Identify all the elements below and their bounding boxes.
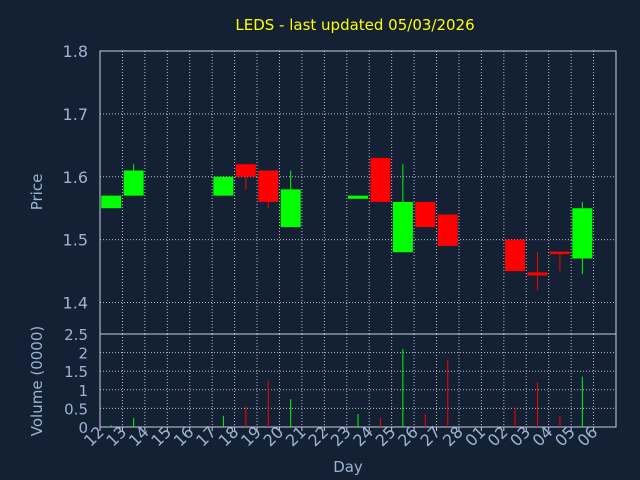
price-axis-label: Price <box>28 174 46 211</box>
volume-tick-label: 2 <box>78 345 88 363</box>
volume-plot-frame <box>99 333 617 428</box>
price-tick-label: 1.5 <box>63 231 88 250</box>
volume-panel: 00.511.522.5 <box>64 326 617 437</box>
candle-body <box>572 208 593 259</box>
price-plot-frame <box>99 50 617 335</box>
volume-tick-label: 0.5 <box>64 400 88 418</box>
volume-axis-label: Volume (0000) <box>28 326 46 436</box>
candle-body <box>348 195 368 199</box>
price-tick-label: 1.7 <box>63 105 88 124</box>
price-tick-label: 1.8 <box>63 42 88 61</box>
candle-body <box>527 272 548 276</box>
candle-body <box>505 239 526 272</box>
x-axis-label: Day <box>333 458 363 476</box>
candle-body <box>213 176 234 196</box>
price-panel: 1.4 1.5 1.6 1.7 1.8 <box>63 42 617 335</box>
price-tick-label: 1.4 <box>63 294 88 313</box>
candle-body <box>101 195 122 209</box>
candle-body <box>392 201 413 253</box>
candle-body <box>123 170 144 196</box>
candle-body <box>280 189 301 228</box>
volume-tick-label: 1.5 <box>64 363 88 381</box>
candle-body <box>415 201 436 228</box>
candle-body <box>437 214 458 246</box>
price-tick-label: 1.6 <box>63 168 88 187</box>
candle-body <box>235 164 256 177</box>
volume-tick-label: 0 <box>78 419 88 437</box>
volume-tick-label: 1 <box>78 382 88 400</box>
candle-body <box>258 170 279 202</box>
candle-body <box>549 251 570 255</box>
x-axis-ticks: 1213141516171819202122232425262728010203… <box>80 422 601 450</box>
chart-title: LEDS - last updated 05/03/2026 <box>235 16 474 34</box>
candle-body <box>370 157 391 202</box>
volume-tick-label: 2.5 <box>64 326 88 344</box>
